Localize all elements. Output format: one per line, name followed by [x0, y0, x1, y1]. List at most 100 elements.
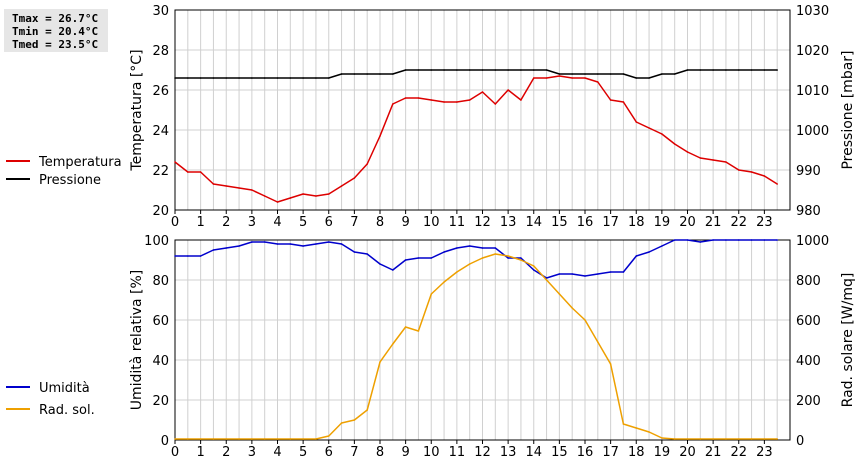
data-point-umidit: [635, 255, 638, 257]
data-point-rad-sol: [430, 293, 433, 295]
data-point-temperatura: [622, 101, 625, 103]
data-point-temperatura: [635, 121, 638, 123]
x-tick-label: 20: [679, 215, 696, 230]
y-tick-label-left: 20: [152, 394, 169, 409]
x-tick-label: 11: [449, 445, 466, 460]
data-point-pressione: [763, 69, 766, 71]
data-point-temperatura: [263, 195, 266, 197]
data-point-rad-sol: [507, 255, 509, 257]
data-point-pressione: [315, 77, 317, 79]
data-point-temperatura: [379, 135, 381, 137]
x-tick-label: 13: [500, 445, 517, 460]
x-tick-label: 3: [248, 445, 256, 460]
data-point-umidit: [174, 255, 176, 257]
data-point-umidit: [340, 243, 343, 245]
x-tick-label: 9: [401, 445, 409, 460]
data-point-temperatura: [776, 183, 778, 185]
data-point-temperatura: [507, 89, 509, 91]
data-point-pressione: [430, 69, 433, 71]
data-point-pressione: [686, 69, 689, 71]
data-point-rad-sol: [661, 437, 663, 439]
data-point-umidit: [263, 241, 266, 243]
x-tick-label: 20: [679, 445, 696, 460]
x-tick-label: 14: [525, 445, 542, 460]
data-point-pressione: [443, 69, 445, 71]
tmed-stat: Tmed = 23.5°C: [12, 38, 99, 51]
data-point-pressione: [353, 73, 356, 75]
data-point-temperatura: [199, 171, 202, 173]
y-tick-label-left: 22: [152, 164, 169, 179]
data-point-rad-sol: [456, 271, 458, 273]
x-tick-label: 8: [376, 215, 384, 230]
data-point-temperatura: [750, 171, 753, 173]
data-point-umidit: [673, 239, 676, 241]
data-point-temperatura: [520, 99, 522, 101]
data-point-umidit: [251, 241, 253, 243]
x-tick-label: 6: [325, 215, 333, 230]
data-point-rad-sol: [174, 438, 176, 440]
data-point-umidit: [327, 241, 330, 243]
data-point-umidit: [238, 245, 240, 247]
data-point-rad-sol: [302, 438, 304, 440]
x-tick-label: 7: [350, 445, 358, 460]
data-point-pressione: [571, 73, 573, 75]
data-point-rad-sol: [763, 438, 766, 440]
data-point-temperatura: [327, 193, 330, 195]
data-point-pressione: [417, 69, 420, 71]
data-point-temperatura: [417, 97, 420, 99]
data-point-pressione: [468, 69, 471, 71]
x-tick-label: 15: [551, 215, 568, 230]
y-tick-label-right: 990: [796, 164, 821, 179]
data-point-pressione: [776, 69, 778, 71]
x-tick-label: 7: [350, 215, 358, 230]
data-point-rad-sol: [532, 265, 535, 267]
data-point-pressione: [494, 69, 497, 71]
data-point-pressione: [597, 73, 599, 75]
data-point-rad-sol: [545, 279, 548, 281]
data-point-umidit: [417, 257, 420, 259]
data-point-umidit: [712, 239, 714, 241]
data-point-temperatura: [763, 175, 766, 177]
data-point-pressione: [379, 73, 381, 75]
x-tick-label: 11: [449, 215, 466, 230]
data-point-temperatura: [443, 101, 445, 103]
legend-label-rad-sol: Rad. sol.: [39, 403, 95, 418]
data-point-pressione: [699, 69, 702, 71]
x-tick-label: 23: [756, 215, 773, 230]
data-point-rad-sol: [225, 438, 228, 440]
data-point-rad-sol: [609, 363, 612, 365]
data-point-umidit: [187, 255, 189, 257]
data-point-temperatura: [673, 143, 676, 145]
x-tick-label: 18: [628, 445, 645, 460]
data-point-rad-sol: [481, 257, 484, 259]
y-tick-label-right: 0: [796, 434, 804, 449]
data-point-rad-sol: [353, 419, 356, 421]
y-tick-label-right: 400: [796, 354, 821, 369]
temp-panel: 0 1 2 3 4 5 6 7 8 9 10 11 12 13 14 15 16 17 18 19 20 21 22 2320…: [6, 4, 856, 230]
data-point-temperatura: [661, 133, 663, 135]
data-point-umidit: [225, 247, 228, 249]
data-point-temperatura: [353, 177, 356, 179]
data-point-pressione: [251, 77, 253, 79]
data-point-rad-sol: [597, 341, 599, 343]
data-point-pressione: [737, 69, 740, 71]
x-tick-label: 3: [248, 215, 256, 230]
x-tick-label: 17: [602, 215, 619, 230]
data-point-pressione: [750, 69, 753, 71]
data-point-umidit: [481, 247, 484, 249]
data-point-temperatura: [686, 151, 689, 153]
x-tick-label: 4: [273, 215, 281, 230]
x-tick-label: 12: [474, 445, 491, 460]
data-point-pressione: [187, 77, 189, 79]
data-point-umidit: [404, 259, 407, 261]
data-point-umidit: [468, 245, 471, 247]
data-point-temperatura: [468, 99, 471, 101]
data-point-temperatura: [430, 99, 433, 101]
data-point-temperatura: [187, 171, 189, 173]
x-tick-label: 4: [273, 445, 281, 460]
data-point-umidit: [302, 245, 304, 247]
data-point-umidit: [558, 273, 561, 275]
y-tick-label-left: 24: [152, 124, 169, 139]
data-point-umidit: [366, 253, 368, 255]
